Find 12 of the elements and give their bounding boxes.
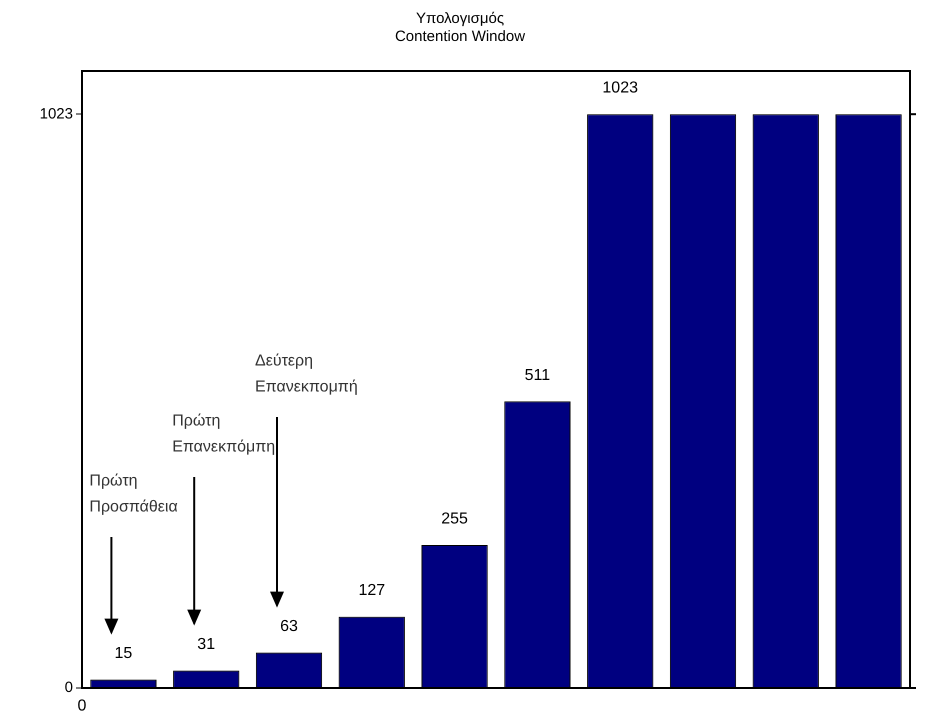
data-label: 255 [441,510,468,528]
text: 0 [78,697,87,714]
data-label: 127 [358,582,386,600]
annotation: Πρώτη Επανεκπόμπη [172,412,276,456]
chart-title: Υπολογισμός Contention Window [394,10,526,46]
data-label: 15 [114,644,132,662]
data-label: 63 [280,618,298,636]
data-label: 31 [197,636,216,654]
data-label: 511 [524,366,550,384]
annotation: Δεύτερη Επανεκπομπή [255,352,358,396]
annotation: Πρώτη Προσπάθεια [89,472,178,516]
data-label: 1023 [602,80,638,97]
